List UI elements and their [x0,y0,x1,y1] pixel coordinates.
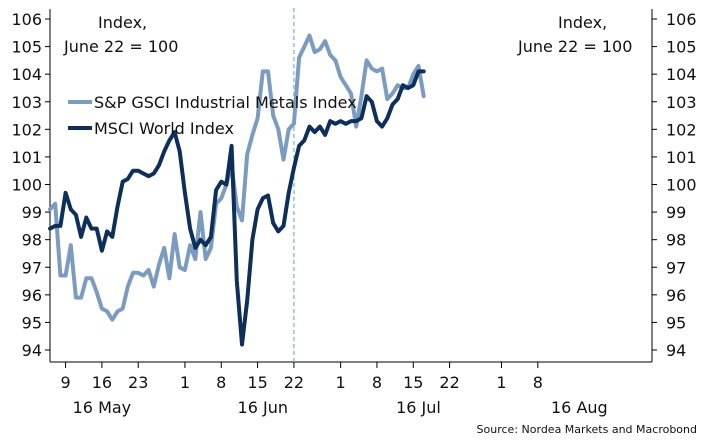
legend: S&P GSCI Industrial Metals Index MSCI Wo… [68,93,357,138]
series-group [48,33,426,347]
x-month-label: 16 Jul [396,398,441,417]
y-tick-label-left: 104 [11,65,42,84]
y-tick-label-left: 101 [11,148,42,167]
y-tick-label-right: 103 [666,93,697,112]
x-month-label: 16 Jun [238,398,288,417]
x-tick-label: 16 [92,373,112,392]
x-tick-label: 22 [439,373,459,392]
y-tick-label-right: 94 [666,341,686,360]
legend-label-msci: MSCI World Index [94,119,234,138]
y-tick-label-right: 96 [666,286,686,305]
right-axis-note: Index, June 22 = 100 [517,13,632,56]
x-tick-label: 23 [128,373,148,392]
axes [45,9,657,368]
y-tick-label-left: 94 [22,341,42,360]
right-axis-note-line-2: June 22 = 100 [517,37,632,56]
x-month-label: 16 May [73,398,132,417]
y-tick-label-right: 102 [666,120,697,139]
y-tick-label-right: 100 [666,176,697,195]
series-line-msci [48,69,426,347]
left-axis-note: Index, June 22 = 100 [63,13,178,56]
x-tick-label: 8 [372,373,382,392]
source-note: Source: Nordea Markets and Macrobond [477,423,697,436]
x-month-label: 16 Aug [551,398,608,417]
x-tick-label: 1 [496,373,506,392]
x-tick-label: 9 [60,373,70,392]
x-tick-label: 8 [533,373,543,392]
y-tick-label-right: 98 [666,231,686,250]
y-tick-label-right: 105 [666,38,697,57]
y-tick-label-left: 98 [22,231,42,250]
x-tick-label: 22 [284,373,304,392]
y-tick-label-right: 95 [666,313,686,332]
y-tick-label-right: 104 [666,65,697,84]
y-tick-label-left: 100 [11,176,42,195]
x-tick-label: 1 [180,373,190,392]
y-tick-label-left: 97 [22,258,42,277]
y-tick-label-left: 99 [22,203,42,222]
x-tick-label: 15 [403,373,423,392]
left-axis-note-line-1: Index, [98,13,147,32]
y-tick-label-right: 99 [666,203,686,222]
y-tick-label-left: 106 [11,10,42,29]
x-tick-label: 8 [216,373,226,392]
y-tick-label-left: 102 [11,120,42,139]
x-tick-label: 1 [336,373,346,392]
x-tick-label: 15 [247,373,267,392]
right-axis-note-line-1: Index, [558,13,607,32]
left-axis-note-line-2: June 22 = 100 [63,37,178,56]
y-tick-label-left: 103 [11,93,42,112]
y-tick-label-left: 95 [22,313,42,332]
series-line-metals [48,33,426,322]
y-tick-label-right: 106 [666,10,697,29]
y-tick-label-right: 97 [666,258,686,277]
y-tick-label-right: 101 [666,148,697,167]
legend-label-metals: S&P GSCI Industrial Metals Index [94,93,357,112]
y-tick-label-left: 96 [22,286,42,305]
y-tick-label-left: 105 [11,38,42,57]
